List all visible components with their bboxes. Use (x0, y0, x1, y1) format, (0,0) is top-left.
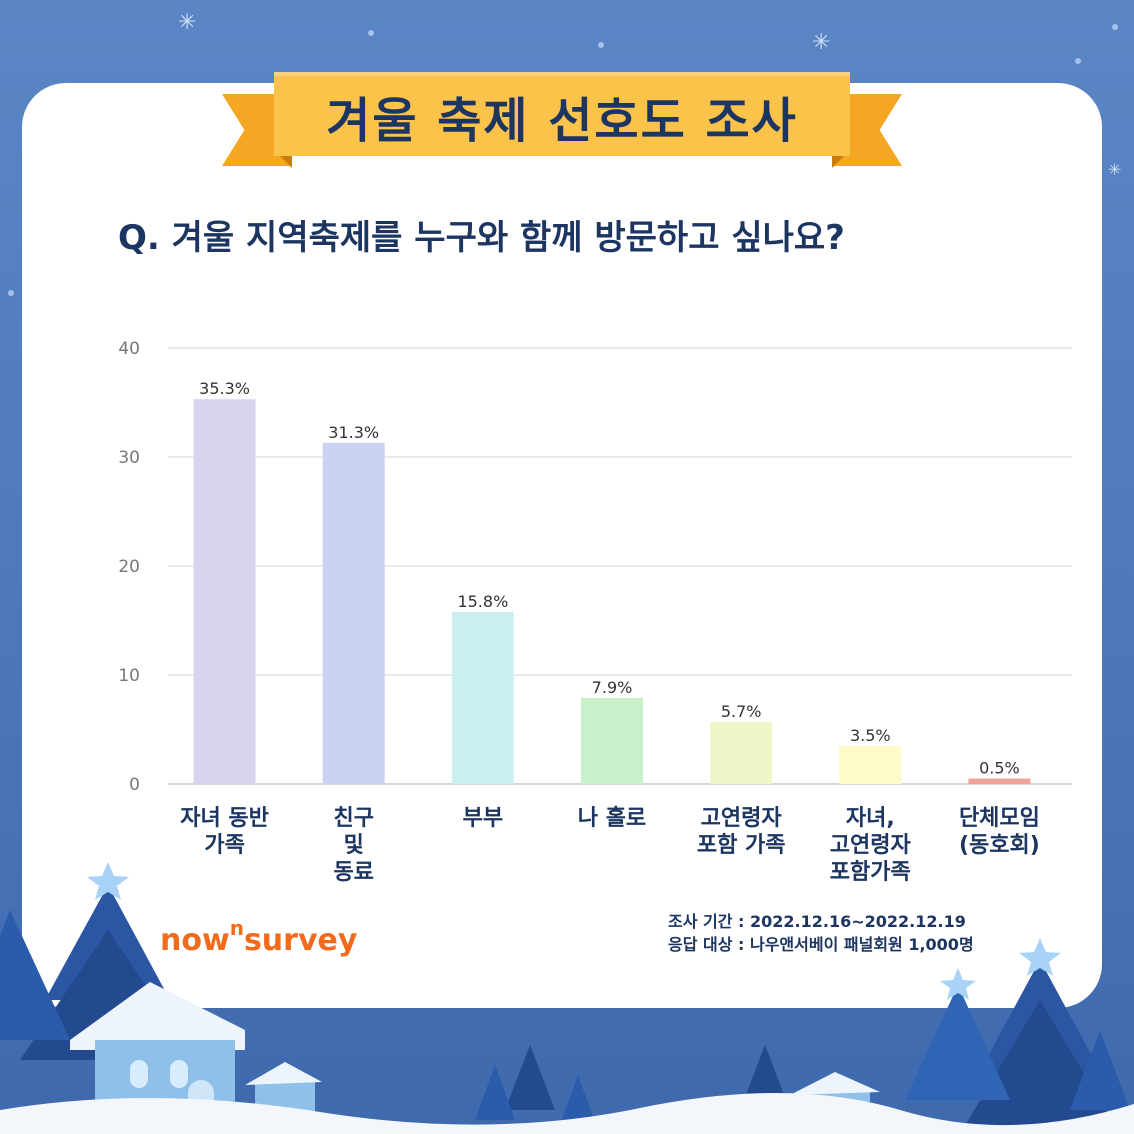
logo-text-tail: survey (243, 923, 358, 958)
x-tick-label: 고연령자 (701, 806, 783, 831)
logo-text-main: now (160, 923, 230, 958)
house-window (170, 1060, 188, 1088)
snow-dot (368, 30, 374, 36)
x-tick-label: 가족 (204, 833, 244, 858)
logo-text-sup: n (229, 916, 244, 940)
x-tick-label: 친구 (333, 806, 373, 831)
pine-tree (1070, 1030, 1130, 1110)
star-icon (1019, 938, 1061, 976)
y-tick-label: 30 (118, 448, 140, 468)
data-label: 5.7% (721, 702, 762, 721)
house-roof (70, 982, 245, 1050)
title-banner: 겨울 축제 선호도 조사 (222, 72, 902, 168)
x-tick-label: 및 (344, 833, 364, 858)
star-icon (87, 862, 129, 900)
bar (710, 721, 773, 784)
y-tick-label: 0 (129, 775, 140, 795)
data-label: 0.5% (979, 759, 1020, 778)
snow-dot (8, 290, 14, 296)
y-tick-label: 40 (118, 339, 140, 359)
bar (322, 442, 385, 784)
bar (193, 399, 256, 784)
x-tick-label: 고연령자 (830, 833, 912, 858)
star-icon (940, 968, 976, 1000)
x-tick-label: 동료 (333, 860, 373, 885)
x-tick-label: 포함 가족 (697, 833, 786, 858)
data-label: 7.9% (592, 678, 633, 697)
pine-tree (0, 910, 70, 1040)
pine-tree (505, 1045, 555, 1110)
bar (968, 778, 1031, 784)
x-tick-label: 나 홀로 (578, 805, 646, 831)
bar (581, 697, 643, 784)
snow-dot (1075, 58, 1081, 64)
x-tick-label: 부부 (463, 806, 503, 831)
x-tick-label: 자녀, (846, 806, 895, 831)
y-tick-label: 10 (118, 666, 140, 686)
nownsurvey-logo: nownsurvey (160, 916, 358, 958)
data-label: 35.3% (199, 379, 250, 398)
x-tick-label: 단체모임 (959, 806, 1040, 831)
x-tick-label: 포함가족 (830, 860, 911, 885)
small-house-roof (790, 1072, 880, 1095)
y-tick-label: 20 (118, 557, 140, 577)
house-window (130, 1060, 148, 1088)
data-label: 3.5% (850, 726, 891, 745)
survey-meta: 조사 기간 : 2022.12.16~2022.12.19 응답 대상 : 나우… (668, 910, 974, 956)
snowflake-icon: ✳ (1108, 160, 1122, 179)
x-tick-label: (동호회) (959, 833, 1040, 858)
pine-tree (475, 1065, 515, 1120)
snow-ground (0, 1092, 1134, 1134)
survey-period: 조사 기간 : 2022.12.16~2022.12.19 (668, 912, 966, 931)
banner-title: 겨울 축제 선호도 조사 (274, 72, 850, 156)
small-house-roof (245, 1062, 322, 1085)
bar (839, 745, 902, 784)
bar (451, 611, 514, 784)
data-label: 31.3% (328, 423, 379, 442)
snowflake-icon: ✳ (178, 10, 197, 35)
survey-question: Q. 겨울 지역축제를 누구와 함께 방문하고 싶나요? (118, 218, 845, 258)
pine-tree (560, 1075, 596, 1125)
snow-dot (1112, 24, 1118, 30)
survey-target: 응답 대상 : 나우앤서베이 패널회원 1,000명 (668, 935, 974, 954)
x-tick-label: 자녀 동반 (180, 806, 269, 831)
snowflake-icon: ✳ (812, 30, 831, 55)
snow-dot (598, 42, 604, 48)
data-label: 15.8% (457, 592, 508, 611)
pine-tree (905, 985, 1010, 1100)
